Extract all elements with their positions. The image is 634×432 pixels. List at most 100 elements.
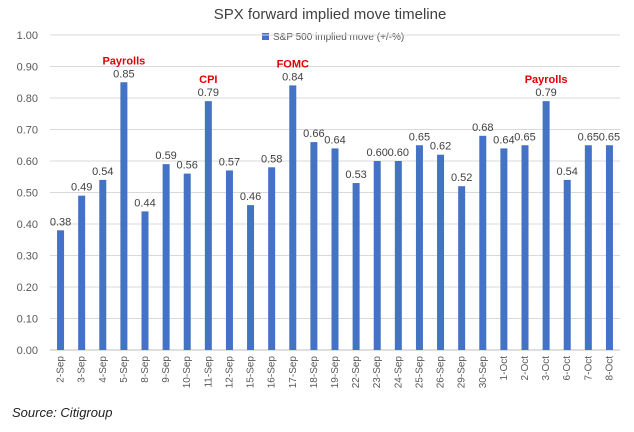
value-label: 0.54 (557, 166, 578, 178)
bar (57, 230, 65, 350)
x-tick-label: 8-Sep (140, 356, 151, 383)
value-label: 0.64 (324, 134, 345, 146)
x-tick-label: 15-Sep (246, 356, 257, 389)
x-tick-label: 16-Sep (267, 356, 278, 389)
legend: S&P 500 implied move (+/-%) (262, 32, 404, 43)
y-tick-label: 0.90 (17, 62, 38, 74)
x-tick-label: 8-Oct (604, 356, 615, 381)
bar (268, 167, 276, 350)
event-annotation: Payrolls (102, 55, 145, 67)
event-annotation: Payrolls (525, 74, 568, 86)
bar (310, 142, 318, 350)
chart: SPX forward implied move timeline S&P 50… (17, 6, 621, 389)
bar (120, 82, 128, 350)
value-label: 0.60 (388, 147, 409, 159)
bar (141, 211, 149, 350)
bar (78, 195, 86, 350)
bar (563, 179, 571, 350)
y-axis-ticks: 0.00 0.10 0.20 0.30 0.40 0.50 0.60 0.70 0.80 0.90… (17, 30, 38, 357)
bar (99, 179, 107, 350)
x-tick-label: 12-Sep (224, 356, 235, 389)
x-tick-label: 11-Sep (203, 356, 214, 388)
value-label: 0.64 (493, 134, 514, 146)
bar (521, 145, 529, 350)
event-annotation: CPI (199, 74, 217, 86)
y-tick-label: 0.20 (17, 282, 38, 294)
x-tick-label: 18-Sep (309, 356, 320, 389)
bar (394, 161, 402, 350)
value-label: 0.65 (578, 131, 599, 143)
value-label: 0.85 (113, 68, 134, 80)
x-tick-label: 5-Sep (119, 356, 130, 383)
bar (605, 145, 613, 350)
value-label: 0.65 (409, 131, 430, 143)
bar (415, 145, 423, 350)
x-tick-label: 3-Oct (541, 356, 552, 381)
value-label: 0.62 (430, 141, 451, 153)
x-tick-label: 22-Sep (351, 356, 362, 389)
value-label: 0.65 (514, 131, 535, 143)
value-label: 0.65 (599, 131, 620, 143)
y-tick-label: 0.30 (17, 251, 38, 263)
bar (331, 148, 339, 350)
y-tick-label: 0.10 (17, 314, 38, 326)
x-tick-label: 17-Sep (288, 356, 299, 389)
bar (542, 101, 550, 351)
bar (204, 101, 212, 351)
value-label: 0.49 (71, 182, 92, 194)
x-tick-label: 2-Sep (56, 356, 67, 383)
x-tick-label: 10-Sep (182, 356, 193, 389)
y-tick-label: 0.60 (17, 156, 38, 168)
value-label: 0.52 (451, 172, 472, 184)
y-tick-label: 0.70 (17, 125, 38, 137)
value-label: 0.66 (303, 128, 324, 140)
value-label: 0.54 (92, 166, 113, 178)
value-label: 0.58 (261, 153, 282, 165)
x-tick-label: 24-Sep (393, 356, 404, 389)
value-label: 0.46 (240, 191, 261, 203)
x-tick-label: 2-Oct (520, 356, 531, 381)
x-tick-label: 3-Sep (77, 356, 88, 383)
y-tick-label: 0.50 (17, 188, 38, 200)
value-label: 0.79 (198, 87, 219, 99)
bar (225, 170, 233, 350)
value-label: 0.59 (155, 150, 176, 162)
value-label: 0.60 (367, 147, 388, 159)
bar (352, 183, 360, 350)
event-annotations: Payrolls CPI FOMC Payrolls (102, 55, 567, 86)
value-label: 0.84 (282, 71, 303, 83)
y-tick-label: 0.00 (17, 345, 38, 357)
bars (57, 82, 613, 351)
value-label: 0.53 (345, 169, 366, 181)
y-tick-label: 0.40 (17, 219, 38, 231)
bar (500, 148, 508, 350)
value-label: 0.68 (472, 122, 493, 134)
value-label: 0.57 (219, 156, 240, 168)
x-tick-label: 7-Oct (583, 356, 594, 381)
value-label: 0.79 (535, 87, 556, 99)
bar (247, 205, 255, 350)
x-tick-label: 9-Sep (161, 356, 172, 383)
x-tick-label: 29-Sep (457, 356, 468, 389)
legend-label: S&P 500 implied move (+/-%) (273, 32, 404, 43)
x-tick-label: 25-Sep (414, 356, 425, 389)
bar (479, 135, 487, 350)
x-tick-label: 26-Sep (436, 356, 447, 389)
x-tick-label: 30-Sep (478, 356, 489, 389)
event-annotation: FOMC (277, 58, 309, 70)
x-tick-label: 19-Sep (330, 356, 341, 389)
x-tick-label: 23-Sep (372, 356, 383, 389)
source-note: Source: Citigroup (12, 405, 113, 420)
bar (584, 145, 592, 350)
value-label: 0.44 (134, 197, 155, 209)
bar (183, 173, 191, 350)
bar-chart: SPX forward implied move timeline S&P 50… (17, 6, 621, 389)
bar (289, 85, 297, 351)
x-tick-label: 4-Sep (98, 356, 109, 383)
x-tick-label: 1-Oct (499, 356, 510, 381)
x-tick-label: 6-Oct (562, 356, 573, 381)
y-tick-label: 0.80 (17, 93, 38, 105)
bar (373, 161, 381, 350)
value-label: 0.56 (177, 160, 198, 172)
bar (458, 186, 466, 350)
